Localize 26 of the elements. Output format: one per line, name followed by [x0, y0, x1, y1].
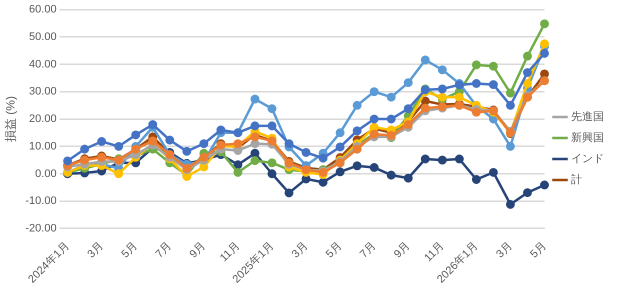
x-tick-label: 11月: [218, 240, 242, 264]
x-tick-label: 3月: [85, 240, 106, 261]
legend-label: インド: [571, 153, 604, 166]
y-tick-label: 40.00: [29, 58, 57, 70]
y-tick-label: 50.00: [29, 30, 57, 43]
x-tick-label: 5月: [528, 240, 549, 261]
y-tick-label: 0.00: [35, 168, 57, 180]
x-tick-label: 7月: [153, 240, 174, 261]
legend-label: 新興国: [571, 131, 604, 144]
y-axis-title: 損益 (%): [4, 96, 18, 142]
x-tick-label: 9月: [188, 240, 208, 261]
x-tick-label: 11月: [422, 240, 447, 264]
x-tick-label: 5月: [119, 240, 140, 261]
y-tick-label: 10.00: [29, 140, 57, 152]
y-tick-label: 20.00: [29, 113, 57, 126]
x-tick-label: 9月: [392, 240, 413, 261]
x-tick-label: 7月: [358, 240, 378, 261]
x-tick-label: 5月: [324, 240, 344, 261]
y-tick-label: 60.00: [29, 4, 57, 16]
y-tick-label: -10.00: [25, 195, 57, 208]
y-tick-label: 30.00: [29, 86, 57, 98]
legend-label: 先進国: [571, 110, 604, 124]
y-tick-label: -20.00: [25, 222, 57, 235]
x-tick-label: 3月: [290, 240, 310, 261]
x-tick-label: 3月: [494, 240, 515, 261]
legend-label: 計: [571, 173, 582, 186]
